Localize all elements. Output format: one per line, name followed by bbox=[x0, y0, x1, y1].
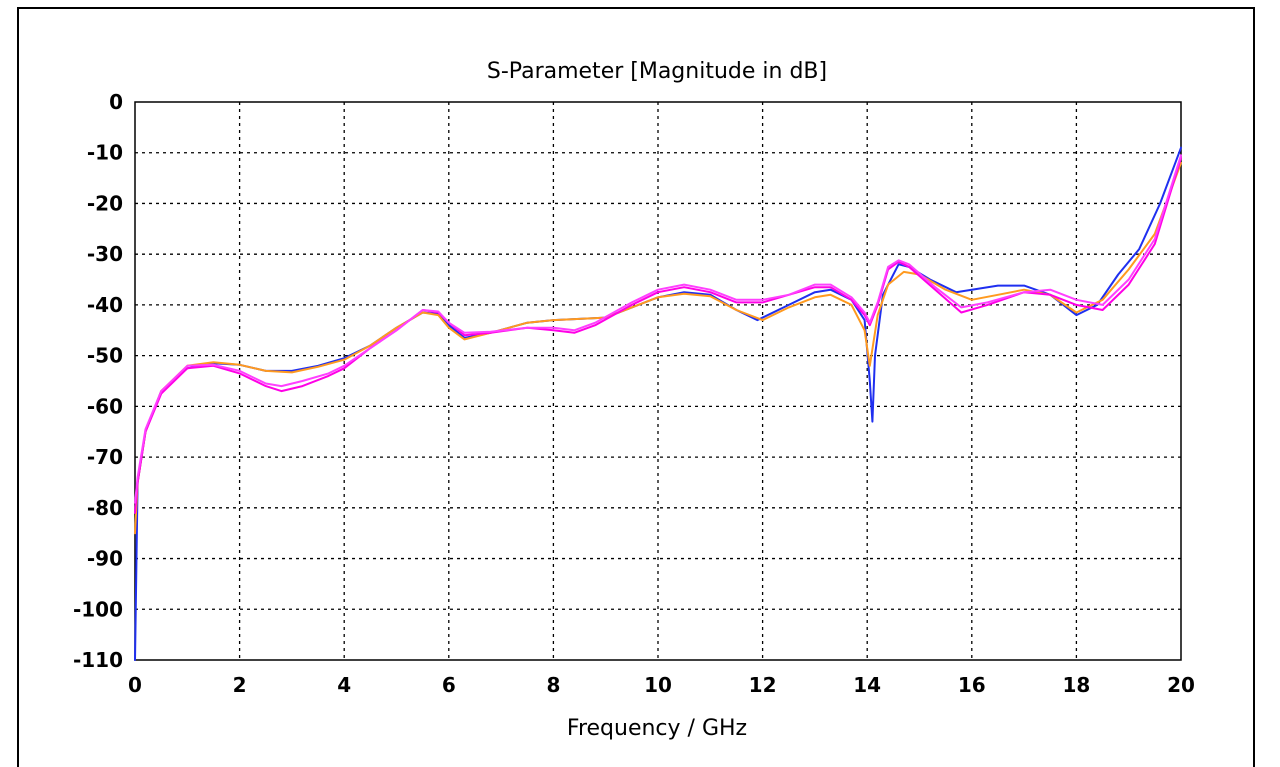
y-tick-label: -30 bbox=[87, 242, 123, 266]
x-tick-label: 14 bbox=[853, 673, 881, 697]
tick-labels: 0 2 4 6 8 10 12 14 16 18 20 0 -10 -20 -30 -40 -50 -60 -70 -… bbox=[73, 90, 1195, 697]
x-tick-label: 2 bbox=[233, 673, 247, 697]
y-tick-label: -50 bbox=[87, 344, 123, 368]
x-tick-label: 8 bbox=[546, 673, 560, 697]
y-tick-label: -70 bbox=[87, 445, 123, 469]
series-line-4 bbox=[134, 154, 1182, 504]
series-line-3 bbox=[134, 156, 1182, 514]
y-tick-label: -100 bbox=[73, 597, 123, 621]
x-tick-label: 6 bbox=[442, 673, 456, 697]
x-axis-label: Frequency / GHz bbox=[567, 716, 747, 741]
chart-frame bbox=[17, 7, 1255, 767]
plot-area-border bbox=[134, 101, 1182, 661]
x-tick-label: 18 bbox=[1062, 673, 1090, 697]
y-tick-label: -40 bbox=[87, 293, 123, 317]
x-tick-label: 20 bbox=[1167, 673, 1195, 697]
x-tick-label: 4 bbox=[337, 673, 351, 697]
y-tick-label: -60 bbox=[87, 394, 123, 418]
y-tick-label: -80 bbox=[87, 496, 123, 520]
series-layer bbox=[134, 146, 1182, 661]
grid-layer bbox=[135, 102, 1181, 660]
x-tick-label: 12 bbox=[749, 673, 777, 697]
x-tick-label: 0 bbox=[128, 673, 142, 697]
y-tick-label: -90 bbox=[87, 547, 123, 571]
y-tick-label: 0 bbox=[109, 90, 123, 114]
x-tick-label: 10 bbox=[644, 673, 672, 697]
y-tick-label: -110 bbox=[73, 648, 123, 672]
chart-title: S-Parameter [Magnitude in dB] bbox=[487, 59, 827, 84]
y-tick-label: -10 bbox=[87, 141, 123, 165]
x-tick-label: 16 bbox=[958, 673, 986, 697]
series-line-2 bbox=[134, 161, 1182, 535]
y-tick-label: -20 bbox=[87, 191, 123, 215]
